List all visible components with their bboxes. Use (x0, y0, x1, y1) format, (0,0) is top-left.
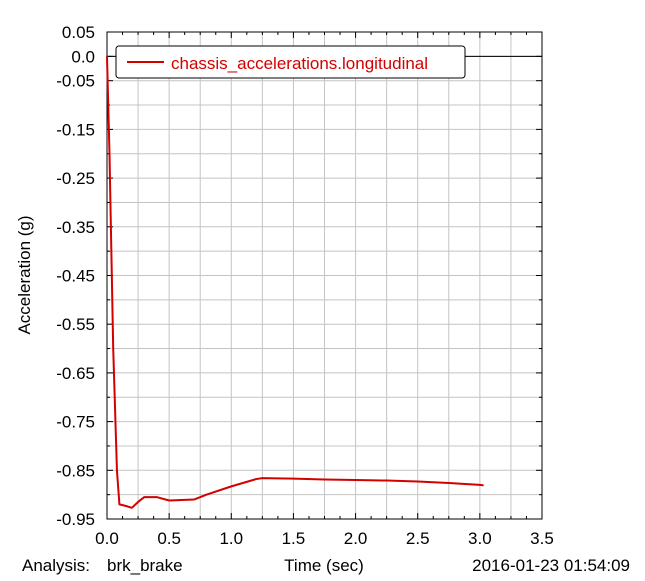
x-tick-label: 2.5 (406, 529, 430, 548)
series-layer (106, 56, 484, 509)
y-tick-label: -0.25 (56, 169, 95, 188)
x-tick-label: 2.0 (344, 529, 368, 548)
y-tick-label: -0.45 (56, 267, 95, 286)
x-tick-label: 1.0 (219, 529, 243, 548)
legend: chassis_accelerations.longitudinal (115, 45, 466, 79)
y-tick-label: -0.15 (56, 120, 95, 139)
y-tick-label: -0.85 (56, 461, 95, 480)
analysis-label: Analysis: (22, 556, 90, 575)
y-tick-label: -0.65 (56, 364, 95, 383)
y-tick-label: 0.0 (71, 47, 95, 66)
y-tick-labels: 0.05 0.0 -0.05 -0.15 -0.25 -0.35 -0.45 -0.55 -0.… (56, 23, 95, 529)
y-tick-label: -0.95 (56, 510, 95, 529)
y-tick-label: -0.75 (56, 413, 95, 432)
x-tick-label: 1.5 (282, 529, 306, 548)
series-line (106, 56, 484, 509)
analysis-name: brk_brake (107, 556, 183, 575)
x-tick-label: 3.0 (468, 529, 492, 548)
x-tick-label: 0.5 (157, 529, 181, 548)
y-tick-label: -0.55 (56, 315, 95, 334)
timestamp: 2016-01-23 01:54:09 (472, 556, 630, 575)
legend-label: chassis_accelerations.longitudinal (171, 54, 428, 73)
x-tick-label: 0.0 (95, 529, 119, 548)
legend-box (115, 45, 466, 79)
x-axis-label: Time (sec) (284, 556, 364, 575)
y-axis-label: Acceleration (g) (15, 215, 34, 334)
y-tick-label: -0.35 (56, 218, 95, 237)
grid (106, 31, 543, 520)
x-tick-label: 3.5 (530, 529, 554, 548)
y-tick-label: -0.05 (56, 72, 95, 91)
x-tick-labels: 0.0 0.5 1.0 1.5 2.0 2.5 3.0 3.5 (95, 529, 554, 548)
y-tick-label: 0.05 (62, 23, 95, 42)
